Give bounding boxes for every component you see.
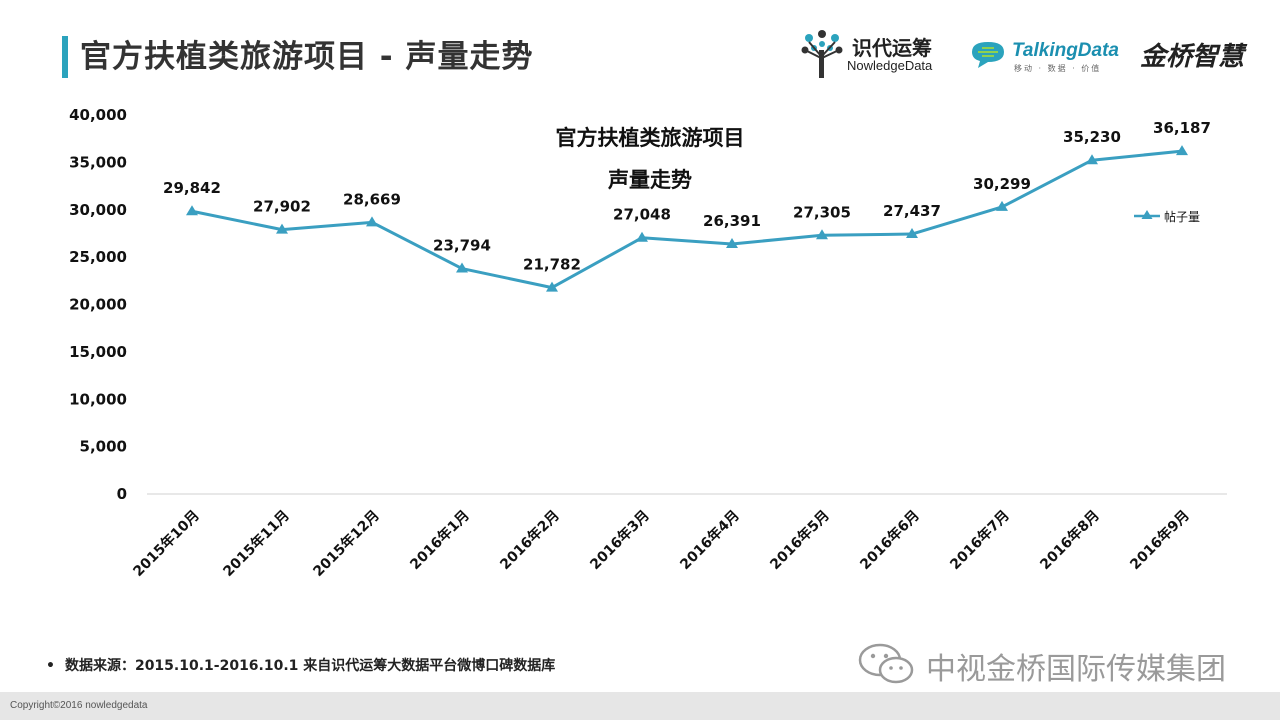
data-labels: 29,842 27,902 28,669 23,794 21,782 27,048 26,3… [163,119,1211,273]
y-tick-label: 20,000 [69,296,127,314]
x-tick-label: 2016年1月 [407,507,473,573]
nowledgedata-cn-text: 识代运筹 [852,36,932,60]
series-line [191,149,1183,290]
tree-icon [801,30,843,78]
x-tick-label: 2016年7月 [947,507,1013,573]
x-tick-label: 2015年12月 [310,507,383,580]
y-tick-label: 5,000 [80,438,127,456]
copyright-band [0,692,1280,720]
x-tick-label: 2015年10月 [130,507,203,580]
data-point [456,262,468,273]
data-label: 26,391 [703,212,761,230]
data-point [546,281,558,292]
data-label: 30,299 [973,175,1031,193]
x-tick-label: 2016年5月 [767,507,833,573]
series-post-volume [186,145,1188,292]
data-source-text: 数据来源：2015.10.1-2016.10.1 来自识代运筹大数据平台微博口碑… [64,658,556,674]
x-tick-label: 2016年2月 [497,507,563,573]
data-label: 35,230 [1063,128,1121,146]
x-tick-label: 2016年9月 [1127,507,1193,573]
data-point [906,228,918,239]
data-point [276,223,288,234]
y-tick-label: 10,000 [69,390,127,408]
legend-marker [1141,210,1153,219]
data-point [996,200,1008,211]
x-tick-label: 2016年8月 [1037,507,1103,573]
page-title: 官方扶植类旅游项目 - 声量走势 [80,39,534,75]
data-label: 27,048 [613,206,671,224]
copyright-text: Copyright©2016 nowledgedata [10,700,148,711]
data-point [186,205,198,216]
data-point [726,237,738,248]
nowledgedata-en-text: NowledgeData [847,58,933,73]
data-point [636,231,648,242]
data-point [366,216,378,227]
data-label: 21,782 [523,256,581,274]
watermark-text: 中视金桥国际传媒集团 [926,652,1226,687]
data-label: 27,305 [793,203,851,221]
nowledgedata-logo: 识代运筹 NowledgeData [797,28,957,80]
data-label: 36,187 [1153,119,1211,137]
chart-title-line1: 官方扶植类旅游项目 [556,126,745,150]
title-accent-bar [62,36,68,78]
speech-bubble-icon [972,42,1004,68]
y-axis: 0 5,000 10,000 15,000 20,000 25,000 30,000 35,0… [69,106,127,503]
y-tick-label: 35,000 [69,153,127,171]
legend: 帖子量 [1134,209,1200,224]
x-tick-label: 2016年6月 [857,507,923,573]
line-chart: 0 5,000 10,000 15,000 20,000 25,000 30,000 35,0… [69,106,1227,580]
x-tick-label: 2016年4月 [677,507,743,573]
watermark: 中视金桥国际传媒集团 [856,642,1256,687]
data-label: 29,842 [163,179,221,197]
data-point [1086,154,1098,165]
data-label: 23,794 [433,237,491,255]
data-source-note: • 数据来源：2015.10.1-2016.10.1 来自识代运筹大数据平台微博口… [46,655,555,675]
talkingdata-en-text: TalkingData [1012,40,1119,61]
legend-label: 帖子量 [1164,209,1200,224]
y-tick-label: 15,000 [69,343,127,361]
x-tick-label: 2016年3月 [587,507,653,573]
data-label: 27,902 [253,198,311,216]
y-tick-label: 40,000 [69,106,127,124]
chart-title-line2: 声量走势 [607,168,692,192]
talkingdata-logo: TalkingData 移动 · 数据 · 价值 [968,38,1128,78]
y-tick-label: 0 [117,485,127,503]
x-axis: 2015年10月 2015年11月 2015年12月 2016年1月 2016年2月 20… [130,493,1227,580]
y-tick-label: 25,000 [69,248,127,266]
talkingdata-sub-text: 移动 · 数据 · 价值 [1014,64,1102,73]
data-label: 28,669 [343,190,401,208]
data-label: 27,437 [883,202,941,220]
jinqiao-logo: 金桥智慧 [1140,42,1245,72]
y-tick-label: 30,000 [69,201,127,219]
wechat-icon [858,643,914,684]
data-point [816,229,828,240]
x-tick-label: 2015年11月 [220,507,293,580]
bullet: • [46,658,55,674]
data-point [1176,145,1188,156]
